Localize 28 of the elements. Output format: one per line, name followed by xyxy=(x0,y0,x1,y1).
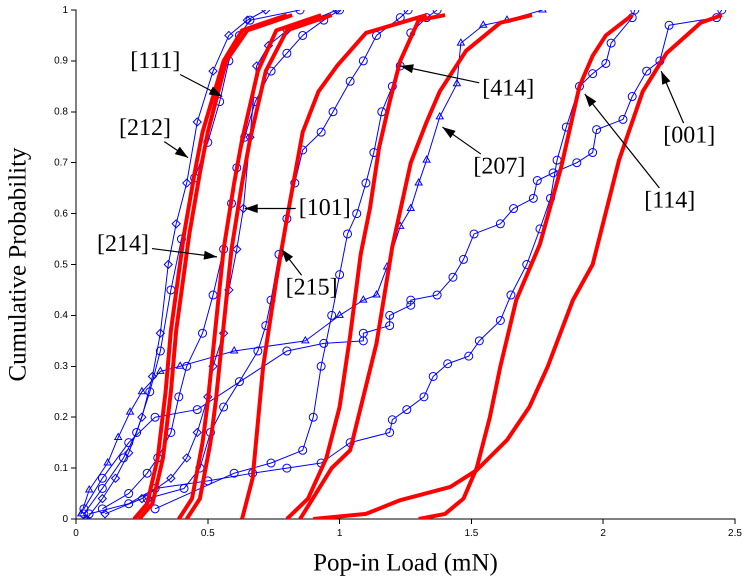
annotation: [001] xyxy=(663,122,716,148)
annotation: [111] xyxy=(130,48,180,74)
y-tick-label: 0.5 xyxy=(54,259,68,270)
y-tick-label: 0.7 xyxy=(54,157,68,168)
annotation: [215] xyxy=(286,274,338,301)
x-axis-title: Pop-in Load (mN) xyxy=(313,550,498,577)
x-tick-label: 1.5 xyxy=(464,528,479,539)
y-tick-label: 0.8 xyxy=(54,106,68,118)
y-tick-label: 0.6 xyxy=(54,208,68,220)
y-tick-label: 0 xyxy=(62,514,68,525)
annotation: [212] xyxy=(119,114,172,141)
x-tick-label: 0 xyxy=(73,528,80,539)
y-tick-label: 0.4 xyxy=(54,310,68,322)
annotation: [101] xyxy=(298,194,351,221)
y-tick-label: 0.9 xyxy=(54,56,68,67)
y-tick-label: 1 xyxy=(62,4,68,16)
annotation: [414] xyxy=(482,75,534,102)
y-axis-title: Cumulative Probability xyxy=(4,147,32,382)
annotation: [207] xyxy=(473,153,526,180)
y-tick-label: 0.2 xyxy=(54,412,68,423)
x-tick-label: 0.5 xyxy=(200,528,216,539)
annotation: [214] xyxy=(97,231,150,258)
y-tick-label: 0.1 xyxy=(54,462,68,474)
x-tick-label: 2 xyxy=(600,528,606,539)
x-tick-label: 1 xyxy=(336,528,343,539)
annotation: [114] xyxy=(644,187,696,214)
y-tick-label: 0.3 xyxy=(54,361,68,372)
x-tick-label: 2.5 xyxy=(728,528,742,539)
